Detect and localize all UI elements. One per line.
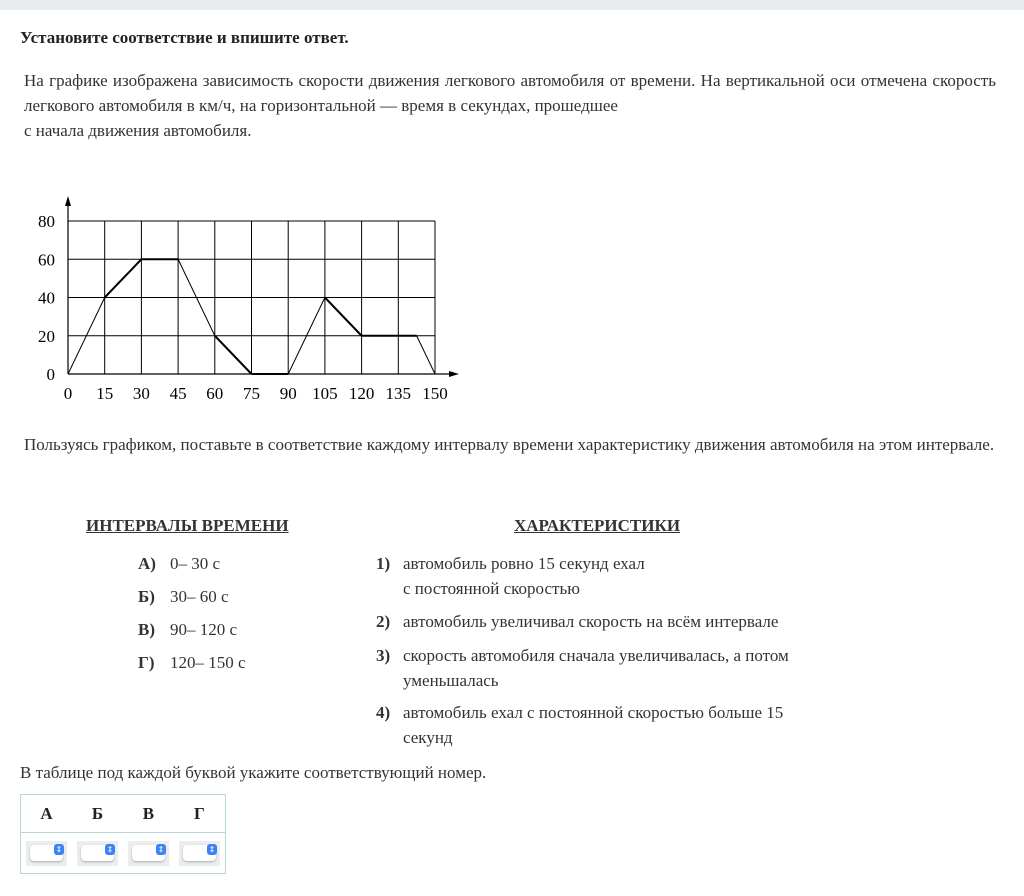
intervals-header: ИНТЕРВАЛЫ ВРЕМЕНИ <box>86 516 289 535</box>
x-tick-label: 30 <box>133 384 150 403</box>
x-tick-label: 105 <box>312 384 338 403</box>
x-tick-label: 15 <box>96 384 113 403</box>
speed-line-segment <box>67 297 106 375</box>
interval-b: Б) 30– 60 с <box>138 587 229 606</box>
x-tick-label: 120 <box>349 384 375 403</box>
y-tick-label: 0 <box>47 365 56 384</box>
select-chevron-icon: ⇕ <box>105 843 115 855</box>
col-g: Г <box>173 794 226 833</box>
interval-a: А) 0– 30 с <box>138 554 221 573</box>
instruction-text: В таблице под каждой буквой укажите соот… <box>20 763 487 782</box>
x-tick-label: 150 <box>422 384 448 403</box>
speed-line-segment <box>177 259 216 336</box>
y-axis-arrow-icon <box>65 196 71 206</box>
col-v: В <box>122 794 174 833</box>
select-chevron-icon: ⇕ <box>54 843 65 855</box>
speed-line-segment <box>324 296 363 337</box>
speed-line-segment <box>287 297 326 375</box>
interval-g: Г) 120– 150 с <box>138 653 246 672</box>
question-text: Пользуясь графиком, поставьте в соответс… <box>24 435 995 454</box>
speed-line-segment <box>214 335 253 375</box>
y-tick-label: 40 <box>38 289 55 308</box>
x-axis-arrow-icon <box>449 371 459 377</box>
x-tick-label: 45 <box>170 384 187 403</box>
x-tick-label: 75 <box>243 384 260 403</box>
answer-select-g[interactable]: ⇕ <box>178 840 220 866</box>
y-tick-label: 60 <box>38 250 55 269</box>
x-tick-label: 0 <box>64 384 73 403</box>
task-title: Установите соответствие и впишите ответ. <box>20 28 349 47</box>
top-bar <box>0 0 1024 10</box>
y-tick-label: 80 <box>38 212 55 231</box>
answer-select-a[interactable]: ⇕ <box>26 840 68 866</box>
characteristics-header: ХАРАКТЕРИСТИКИ <box>514 516 681 535</box>
col-b: Б <box>72 794 123 833</box>
y-tick-label: 20 <box>38 327 55 346</box>
x-tick-label: 60 <box>206 384 223 403</box>
characteristic-1: 1) автомобиль ровно 15 секунд ехал с посто… <box>376 554 645 598</box>
x-tick-label: 135 <box>386 384 412 403</box>
col-a: А <box>20 794 73 833</box>
characteristic-3: 3) скорость автомобиля сначала увеличивал… <box>376 646 789 690</box>
answer-select-v[interactable]: ⇕ <box>127 840 169 866</box>
interval-v: В) 90– 120 с <box>138 620 238 639</box>
speed-line-segment <box>103 258 143 299</box>
answer-select-b[interactable]: ⇕ <box>77 840 118 866</box>
characteristic-2: 2) автомобиль увеличивал скорость на всём… <box>376 612 779 631</box>
select-chevron-icon: ⇕ <box>155 843 166 855</box>
speed-chart: 0 15 30 45 60 75 90 105 120 135 150 0 20 40 60 80 <box>38 196 459 403</box>
speed-line-segment <box>416 335 436 375</box>
intro-text: На графике изображена зависимость скорос… <box>24 71 996 140</box>
x-tick-label: 90 <box>280 384 297 403</box>
characteristic-4: 4) автомобиль ехал с постоянной скоростью… <box>376 703 784 747</box>
select-chevron-icon: ⇕ <box>206 843 217 855</box>
